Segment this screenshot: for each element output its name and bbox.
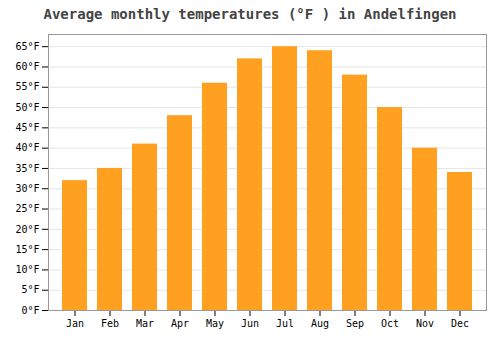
svg-text:10°F: 10°F — [15, 264, 39, 275]
svg-text:Mar: Mar — [136, 318, 154, 329]
svg-text:40°F: 40°F — [15, 142, 39, 153]
svg-text:Apr: Apr — [171, 318, 189, 329]
svg-text:50°F: 50°F — [15, 102, 39, 113]
svg-text:Feb: Feb — [101, 318, 119, 329]
svg-text:20°F: 20°F — [15, 224, 39, 235]
svg-text:15°F: 15°F — [15, 244, 39, 255]
svg-text:Jul: Jul — [276, 318, 294, 329]
svg-text:25°F: 25°F — [15, 203, 39, 214]
svg-text:55°F: 55°F — [15, 81, 39, 92]
svg-text:Dec: Dec — [451, 318, 469, 329]
svg-text:May: May — [206, 318, 224, 329]
svg-text:45°F: 45°F — [15, 122, 39, 133]
svg-text:5°F: 5°F — [21, 284, 39, 295]
svg-text:Nov: Nov — [416, 318, 434, 329]
svg-text:0°F: 0°F — [21, 305, 39, 316]
svg-text:Jan: Jan — [66, 318, 84, 329]
svg-text:Aug: Aug — [311, 318, 329, 329]
svg-text:Oct: Oct — [381, 318, 399, 329]
svg-text:Sep: Sep — [346, 318, 364, 329]
html-text:Average monthly temperatures (: Average monthly temperatures (°F ) in An… — [43, 6, 457, 22]
svg-text:30°F: 30°F — [15, 183, 39, 194]
svg-text:60°F: 60°F — [15, 61, 39, 72]
svg-text:65°F: 65°F — [15, 41, 39, 52]
svg-text:35°F: 35°F — [15, 163, 39, 174]
svg-text:Jun: Jun — [241, 318, 259, 329]
